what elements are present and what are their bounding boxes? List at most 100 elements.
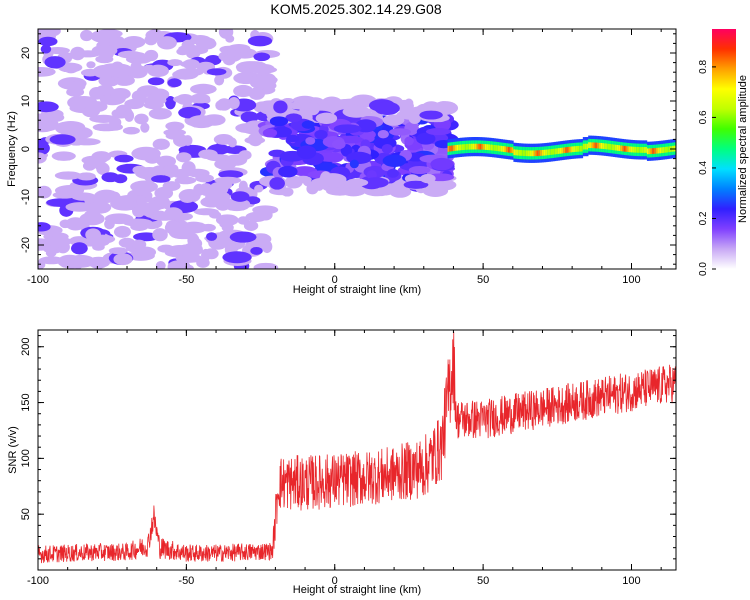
snr-y-tick-label: 100 bbox=[20, 449, 32, 467]
spectrogram-cell bbox=[75, 50, 101, 58]
spectrogram-cell bbox=[646, 148, 649, 155]
spectrogram-cell bbox=[286, 134, 300, 143]
spectrogram-cell bbox=[595, 142, 598, 149]
spectrogram-cell bbox=[57, 254, 83, 269]
snr-y-tick-label: 50 bbox=[20, 508, 32, 520]
spectrogram-cell bbox=[86, 61, 96, 69]
spectrogram-cell bbox=[252, 205, 279, 215]
spectrogram-cell bbox=[532, 150, 536, 157]
spectrogram-cell bbox=[525, 150, 528, 157]
spectrogram-cell bbox=[609, 144, 612, 150]
spectrogram-cell bbox=[659, 147, 662, 154]
spectrogram-cell bbox=[465, 144, 468, 150]
spectrogram-cell bbox=[56, 121, 86, 134]
spectrogram-cell bbox=[140, 122, 150, 133]
spectrogram-cell bbox=[294, 101, 313, 110]
spectrogram-cell bbox=[193, 208, 219, 216]
spectrogram-cell bbox=[53, 153, 75, 161]
spectrogram-cell bbox=[222, 54, 236, 66]
spectrogram-cell bbox=[294, 175, 312, 184]
spectrogram-cell bbox=[504, 146, 507, 153]
spectrogram-cell bbox=[456, 144, 459, 151]
spectrogram-cell bbox=[477, 143, 480, 150]
spectrogram-cell bbox=[492, 144, 495, 151]
spectrogram-cell bbox=[486, 144, 489, 151]
spectrogram-cell bbox=[215, 214, 239, 226]
spectrogram-cell bbox=[71, 192, 96, 201]
spectrogram-cell bbox=[582, 143, 585, 150]
spectrogram-cell bbox=[579, 145, 582, 152]
spectrogram-cell bbox=[306, 183, 319, 195]
spectrogram-cell bbox=[463, 144, 466, 150]
spectrogram-cell bbox=[534, 150, 537, 157]
spectrogram-cell bbox=[164, 220, 184, 235]
spectrogram-cell bbox=[305, 137, 316, 145]
spectrogram-cell bbox=[243, 220, 259, 231]
spectrogram-cell bbox=[454, 145, 457, 151]
spectrogram-cell bbox=[113, 253, 133, 266]
spectrogram-cell bbox=[132, 206, 144, 216]
spectrogram-cell bbox=[630, 146, 633, 153]
spectrogram-cell bbox=[348, 178, 369, 187]
spectrogram-cell bbox=[538, 150, 541, 156]
spectrogram-cell bbox=[654, 148, 657, 154]
spectrogram-cell bbox=[253, 52, 271, 62]
spectrogram-cell bbox=[215, 100, 226, 111]
spectrogram-cell bbox=[176, 255, 190, 263]
snr-x-tick-label: 50 bbox=[477, 575, 489, 587]
spectrogram-cell bbox=[174, 176, 197, 185]
spectrogram-cell bbox=[271, 126, 292, 138]
spectrogram-cell bbox=[545, 149, 548, 156]
spectrogram-cell bbox=[586, 143, 589, 150]
spectrogram-cell bbox=[524, 150, 527, 157]
spectrogram-cell bbox=[621, 145, 625, 152]
chart-title: KOM5.2025.302.14.29.G08 bbox=[270, 1, 441, 17]
spectrogram-cell bbox=[502, 146, 505, 152]
spectrogram-cell bbox=[636, 146, 639, 153]
colorbar-tick-label: 0.4 bbox=[698, 161, 709, 175]
snr-x-axis-label: Height of straight line (km) bbox=[293, 584, 421, 596]
spectrogram-cell bbox=[301, 120, 316, 129]
spectrogram-cell bbox=[374, 101, 400, 116]
snr-y-ticks: 50 100 150 200 bbox=[20, 335, 676, 571]
spectrogram-cell bbox=[543, 149, 546, 156]
spectrogram-cell bbox=[604, 143, 607, 150]
spectrogram-cell bbox=[213, 134, 234, 145]
spectrogram-cell bbox=[156, 155, 177, 168]
spectrogram-cell bbox=[248, 87, 265, 100]
spectrogram-cell bbox=[452, 145, 455, 152]
spectrogram-cell bbox=[38, 141, 50, 155]
spectrogram-cell bbox=[648, 148, 651, 155]
spectrogram-cell bbox=[547, 149, 550, 156]
spectrogram-cell bbox=[561, 147, 564, 154]
spectrogram-cell bbox=[262, 128, 278, 138]
colorbar-tick-label: 0.0 bbox=[698, 262, 709, 276]
spectrogram-cell bbox=[572, 146, 575, 153]
spectrogram-cell bbox=[554, 148, 557, 155]
spectrogram-cell bbox=[467, 143, 470, 150]
snr-y-tick-label: 200 bbox=[20, 338, 32, 356]
spectrogram-cell bbox=[531, 150, 534, 157]
spectrogram-cell bbox=[104, 218, 115, 230]
spectrogram-cell bbox=[472, 143, 475, 150]
spectrogram-cell bbox=[167, 59, 183, 67]
spectrogram-cell bbox=[147, 77, 165, 86]
spectrogram-cell bbox=[195, 37, 217, 50]
spectrogram-y-tick-label: 0 bbox=[20, 146, 32, 152]
spectrogram-cell bbox=[657, 147, 660, 154]
spectrogram-cell bbox=[151, 175, 171, 183]
spectrogram-cell bbox=[214, 75, 225, 86]
spectrogram-cell bbox=[618, 145, 621, 151]
spectrogram-cell bbox=[122, 218, 153, 227]
spectrogram-cell bbox=[598, 142, 601, 149]
spectrogram-cell bbox=[174, 263, 194, 269]
spectrogram-cell bbox=[254, 184, 264, 193]
spectrogram-cell bbox=[273, 100, 288, 114]
spectrogram-cell bbox=[495, 145, 498, 151]
spectrogram-cell bbox=[44, 236, 72, 247]
spectrogram-cell bbox=[650, 148, 653, 155]
spectrogram-cell bbox=[634, 146, 637, 153]
spectrogram-cell bbox=[76, 172, 96, 181]
spectrogram-cell bbox=[124, 98, 145, 110]
